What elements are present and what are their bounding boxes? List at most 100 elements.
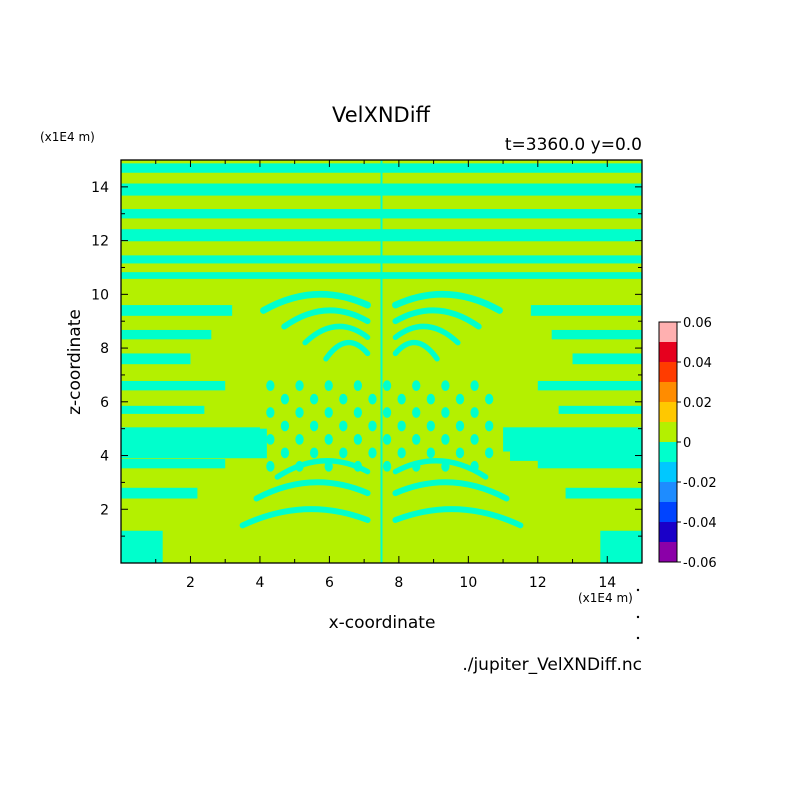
x-tick-label: 2 bbox=[186, 575, 195, 591]
colorbar-segment bbox=[659, 422, 677, 442]
field-arc bbox=[392, 323, 461, 346]
field-speckle bbox=[426, 420, 435, 432]
field-speckle bbox=[382, 460, 392, 472]
y-tick-label: 12 bbox=[91, 234, 109, 250]
field-speckle bbox=[295, 407, 304, 418]
y-tick-label: 14 bbox=[91, 180, 109, 196]
field-speckle bbox=[397, 393, 406, 405]
field-slab-right bbox=[510, 428, 642, 461]
field-speckle bbox=[470, 434, 479, 445]
field-speckle bbox=[353, 407, 363, 418]
field-arc bbox=[302, 323, 371, 346]
field-band-right bbox=[530, 305, 642, 316]
chart-title: VelXNDiff bbox=[332, 103, 431, 127]
field-arc bbox=[392, 506, 524, 529]
x-tick-label: 14 bbox=[598, 575, 616, 591]
field-speckle bbox=[339, 393, 348, 405]
field-arc bbox=[323, 340, 371, 362]
field-speckle bbox=[353, 380, 363, 392]
field-speckle bbox=[280, 447, 290, 459]
y-unit-label: (x1E4 m) bbox=[40, 130, 95, 144]
field-speckle bbox=[441, 434, 450, 445]
field-speckle bbox=[280, 420, 290, 432]
colorbar-segment bbox=[659, 322, 677, 342]
field-speckle bbox=[280, 393, 290, 405]
field-band-left bbox=[121, 458, 226, 469]
field-arc bbox=[392, 479, 510, 502]
field-speckle bbox=[412, 434, 421, 445]
field-band-right bbox=[565, 487, 642, 499]
x-tick-label: 10 bbox=[459, 575, 477, 591]
field-slab-left bbox=[121, 428, 267, 459]
field-band-left bbox=[121, 353, 191, 365]
field-band-right bbox=[537, 458, 642, 469]
field-band-right bbox=[551, 329, 642, 340]
corner-mark bbox=[636, 636, 640, 640]
field-speckle bbox=[455, 447, 465, 459]
field-speckle bbox=[412, 460, 421, 472]
field-speckle bbox=[441, 460, 450, 472]
colorbar-tick-label: -0.02 bbox=[683, 476, 717, 491]
field-speckle bbox=[441, 380, 450, 392]
colorbar-segment bbox=[659, 382, 677, 402]
colorbar-segment bbox=[659, 442, 677, 462]
colorbar-segment bbox=[659, 482, 677, 502]
field-speckle bbox=[412, 380, 421, 392]
field-band-left bbox=[121, 329, 212, 340]
field-arc bbox=[281, 307, 371, 330]
colorbar-tick-label: 0 bbox=[683, 436, 691, 451]
field-speckle bbox=[485, 447, 494, 459]
field-band-left bbox=[121, 405, 205, 414]
field-speckle bbox=[382, 434, 392, 445]
field-speckle bbox=[426, 447, 435, 459]
field-speckle bbox=[382, 380, 392, 392]
field-speckle bbox=[324, 460, 333, 472]
field-speckle bbox=[266, 380, 275, 392]
x-tick-label: 4 bbox=[255, 575, 264, 591]
y-tick-label: 8 bbox=[100, 341, 109, 357]
field-arc bbox=[392, 340, 440, 362]
colorbar-segment bbox=[659, 362, 677, 382]
field-speckle bbox=[368, 393, 377, 405]
field-arc bbox=[392, 290, 503, 314]
colorbar-segment bbox=[659, 522, 677, 542]
field-speckle bbox=[397, 420, 406, 432]
field-speckle bbox=[368, 447, 377, 459]
field-speckle bbox=[266, 434, 275, 445]
field-speckle bbox=[455, 420, 465, 432]
field-band-left bbox=[121, 380, 226, 391]
field-speckle bbox=[353, 434, 363, 445]
colorbar: -0.06 -0.04 -0.02 0 0.02 0.04 0.06 bbox=[658, 316, 717, 571]
field-speckle bbox=[295, 460, 304, 472]
field-speckle bbox=[470, 380, 479, 392]
y-tick-label: 10 bbox=[91, 287, 109, 303]
field-speckle bbox=[309, 393, 319, 405]
field-speckle bbox=[397, 447, 406, 459]
colorbar-segment bbox=[659, 402, 677, 422]
x-tick-label: 6 bbox=[325, 575, 334, 591]
x-axis: 2 4 6 8 10 12 14 bbox=[155, 160, 643, 591]
field-arc bbox=[239, 506, 371, 529]
field-speckle bbox=[382, 407, 392, 418]
plot-frame bbox=[120, 159, 643, 564]
colorbar-tick-label: 0.02 bbox=[683, 396, 712, 411]
source-filename: ./jupiter_VelXNDiff.nc bbox=[462, 655, 642, 675]
y-axis-label: z-coordinate bbox=[65, 309, 85, 415]
colorbar-tick-label: -0.06 bbox=[683, 556, 717, 571]
field-speckle bbox=[470, 407, 479, 418]
field-speckle bbox=[309, 447, 319, 459]
field-speckle bbox=[295, 434, 304, 445]
field-seam bbox=[380, 160, 383, 563]
field-speckle bbox=[266, 460, 275, 472]
field-speckle bbox=[412, 407, 421, 418]
field-band-left bbox=[121, 530, 163, 563]
field-speckle bbox=[485, 393, 494, 405]
field-band-right bbox=[600, 530, 642, 563]
field-speckle bbox=[266, 407, 275, 418]
x-unit-label: (x1E4 m) bbox=[578, 591, 633, 605]
corner-mark bbox=[636, 588, 640, 592]
x-tick-label: 8 bbox=[394, 575, 403, 591]
corner-marks bbox=[636, 588, 640, 640]
field-speckle bbox=[353, 460, 363, 472]
y-tick-label: 6 bbox=[100, 395, 109, 411]
